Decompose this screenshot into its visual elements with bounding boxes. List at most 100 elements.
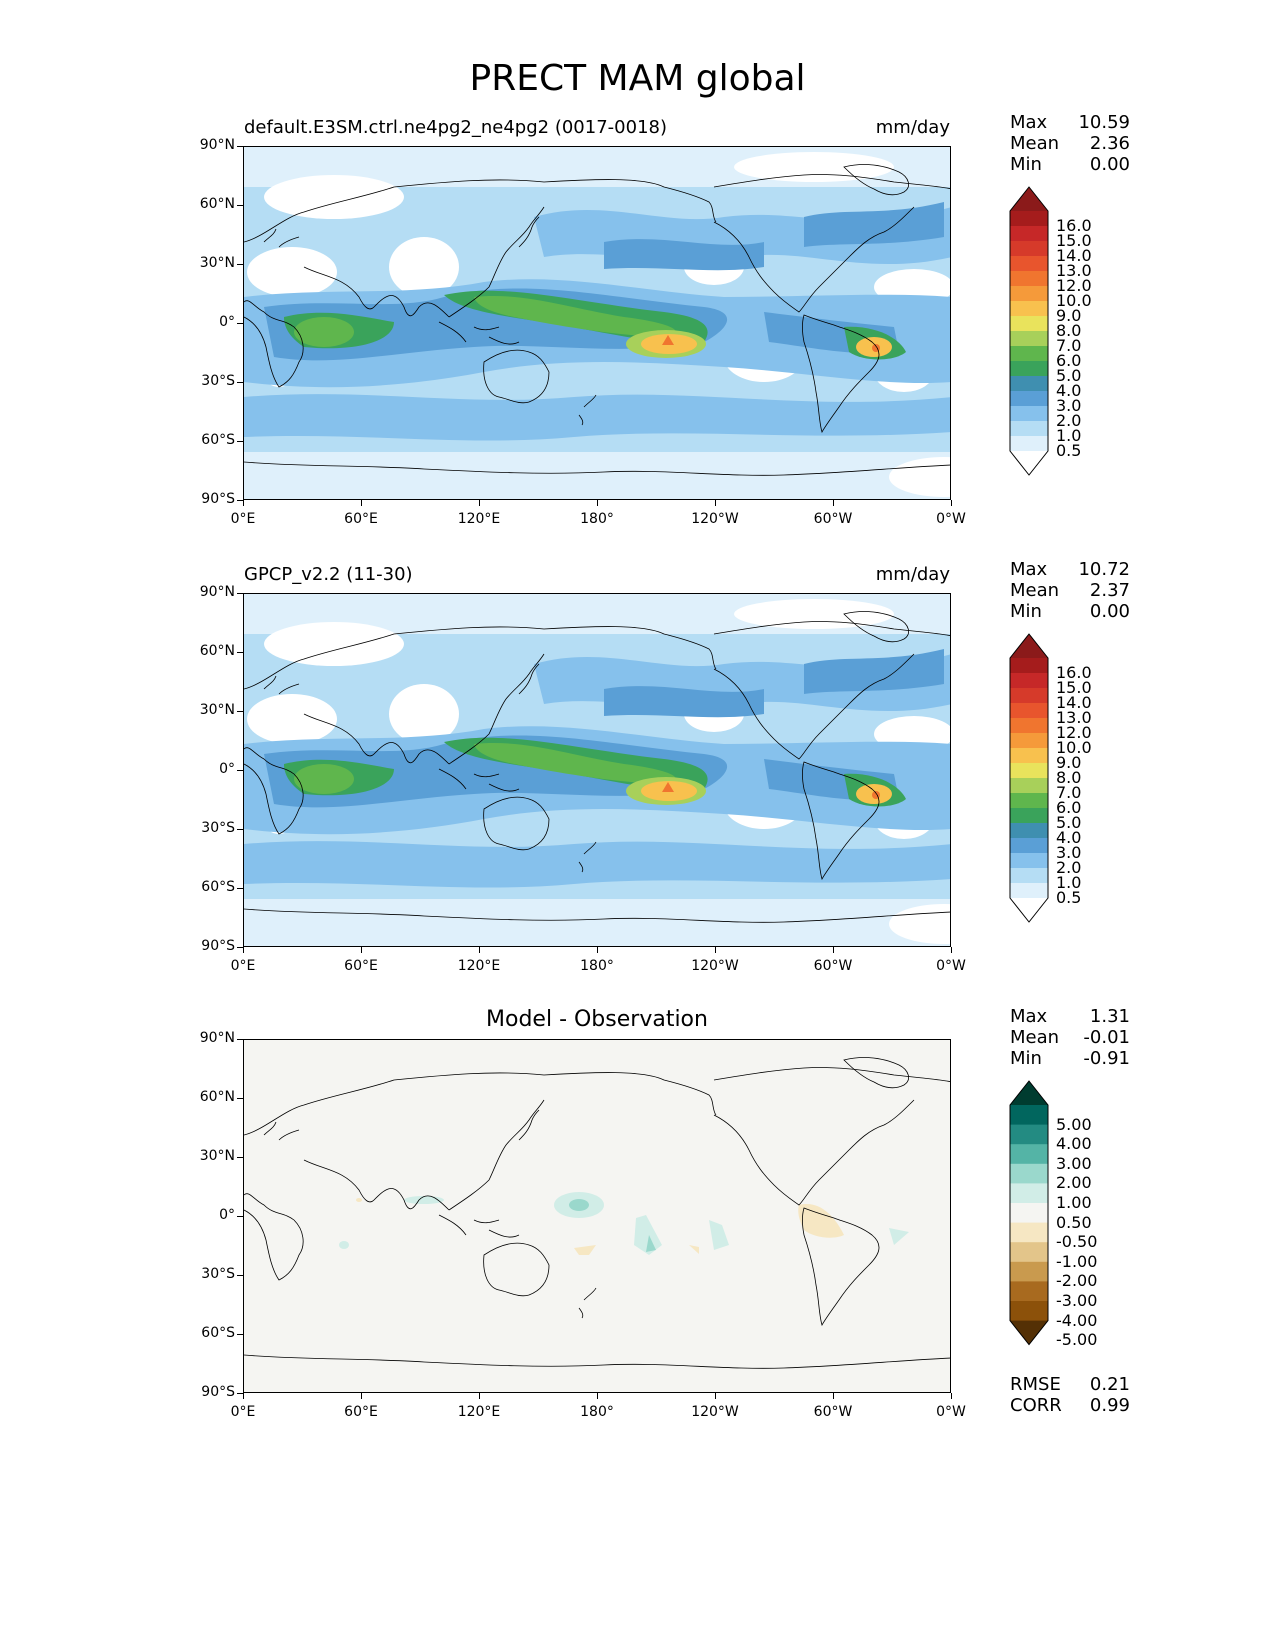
colorbar-tick-label: 7.0 <box>1056 336 1082 355</box>
figure-title: PRECT MAM global <box>469 58 806 99</box>
panel-ref-max: 10.72 <box>1078 559 1130 580</box>
panel-test-max: 10.59 <box>1078 112 1130 133</box>
lat-tick <box>237 1157 243 1158</box>
precip-test-contours <box>244 147 950 499</box>
lat-tick <box>237 441 243 442</box>
colorbar-tick-label: 12.0 <box>1056 723 1092 742</box>
lon-tick-label: 120°W <box>691 511 739 527</box>
lat-tick-label: 90°S <box>201 938 235 954</box>
colorbar-segment <box>1010 808 1048 824</box>
colorbar-test <box>1009 186 1049 476</box>
lat-tick-label: 60°N <box>199 1089 235 1105</box>
colorbar-tick-label: -4.00 <box>1056 1310 1098 1330</box>
lat-tick-label: 0° <box>219 761 235 777</box>
colorbar-tick-label: -1.00 <box>1056 1251 1098 1271</box>
colorbar-tick-label: 0.5 <box>1056 888 1082 907</box>
colorbar-outline <box>1009 1080 1049 1346</box>
lon-tick <box>951 1393 952 1399</box>
panel-diff-map <box>243 1039 951 1393</box>
lat-tick <box>237 146 243 147</box>
lon-tick-label: 0°E <box>230 958 256 974</box>
lat-tick <box>237 500 243 501</box>
lat-tick-label: 90°N <box>199 584 235 600</box>
lat-tick <box>237 711 243 712</box>
panel-test-min-label: Min <box>1010 154 1042 175</box>
colorbar-segment <box>1010 778 1048 794</box>
colorbar-tick-label: 4.00 <box>1056 1134 1092 1154</box>
lon-tick <box>243 947 244 953</box>
panel-ref-label: GPCP_v2.2 (11-30) <box>244 564 413 585</box>
lon-tick <box>833 500 834 506</box>
lon-tick <box>951 947 952 953</box>
lon-tick <box>833 1393 834 1399</box>
lat-tick <box>237 205 243 206</box>
diff-contours <box>244 1040 950 1392</box>
lat-tick-label: 0° <box>219 1207 235 1223</box>
lon-tick-label: 120°W <box>691 1404 739 1420</box>
colorbar-tick-label: 0.5 <box>1056 441 1082 460</box>
colorbar-segment <box>1010 1242 1048 1263</box>
panel-diff-mean: -0.01 <box>1083 1027 1130 1048</box>
colorbar-tick-label: 5.00 <box>1056 1114 1092 1134</box>
lon-tick <box>597 947 598 953</box>
panel-test-mean-label: Mean <box>1010 133 1060 154</box>
lat-tick <box>237 1039 243 1040</box>
colorbar-segment <box>1010 1183 1048 1204</box>
lon-tick-label: 0°W <box>936 511 966 527</box>
colorbar-tick-label: 7.0 <box>1056 783 1082 802</box>
lon-tick <box>597 1393 598 1399</box>
colorbar-segment <box>1010 301 1048 317</box>
colorbar-tick-label: 14.0 <box>1056 246 1092 265</box>
lon-tick <box>951 500 952 506</box>
colorbar-tick-label: 3.0 <box>1056 843 1082 862</box>
colorbar-tick-label: 9.0 <box>1056 306 1082 325</box>
lon-tick <box>361 947 362 953</box>
colorbar-tick-label: 4.0 <box>1056 828 1082 847</box>
panel-diff-mean-label: Mean <box>1010 1027 1060 1048</box>
lat-tick <box>237 829 243 830</box>
lon-tick <box>479 947 480 953</box>
colorbar-tick-label: 2.0 <box>1056 858 1082 877</box>
lat-tick <box>237 264 243 265</box>
colorbar-segment <box>1010 1163 1048 1184</box>
lon-tick <box>833 947 834 953</box>
colorbar-tick-label: -2.00 <box>1056 1271 1098 1291</box>
lat-tick-label: 30°S <box>201 820 235 836</box>
colorbar-segment <box>1010 733 1048 749</box>
colorbar-diff <box>1009 1080 1049 1346</box>
colorbar-tick-label: 8.0 <box>1056 768 1082 787</box>
lon-tick <box>597 500 598 506</box>
panel-test-map <box>243 146 951 500</box>
colorbar-tick-label: -3.00 <box>1056 1291 1098 1310</box>
lon-tick-label: 0°E <box>230 1404 256 1420</box>
colorbar-segment <box>1010 1203 1048 1224</box>
colorbar-segment <box>1010 361 1048 377</box>
lon-tick <box>361 1393 362 1399</box>
lat-tick-label: 60°N <box>199 196 235 212</box>
colorbar-segment <box>1010 823 1048 839</box>
lat-tick <box>237 323 243 324</box>
lat-tick-label: 60°S <box>201 879 235 895</box>
colorbar-segment <box>1010 1320 1048 1345</box>
colorbar-segment <box>1010 868 1048 884</box>
colorbar-tick-label: 15.0 <box>1056 678 1092 697</box>
lon-tick-label: 0°W <box>936 1404 966 1420</box>
colorbar-segment <box>1010 718 1048 734</box>
colorbar-tick-label: 0.50 <box>1056 1212 1092 1232</box>
panel-ref-map <box>243 593 951 947</box>
panel-diff-max-label: Max <box>1010 1006 1048 1027</box>
colorbar-tick-label: 1.00 <box>1056 1193 1092 1212</box>
lat-tick-label: 60°S <box>201 1325 235 1341</box>
lon-tick-label: 120°E <box>457 958 501 974</box>
colorbar-segment <box>1010 793 1048 809</box>
colorbar-segment <box>1010 1261 1048 1282</box>
colorbar-tick-label: 16.0 <box>1056 663 1092 682</box>
colorbar-tick-label: 3.0 <box>1056 396 1082 415</box>
colorbar-segment <box>1010 748 1048 764</box>
colorbar-tick-label: 8.0 <box>1056 321 1082 340</box>
lat-tick-label: 30°N <box>199 1148 235 1164</box>
corr-label: CORR <box>1010 1395 1062 1416</box>
lon-tick <box>715 1393 716 1399</box>
lat-tick <box>237 1334 243 1335</box>
lat-tick-label: 90°S <box>201 1384 235 1400</box>
